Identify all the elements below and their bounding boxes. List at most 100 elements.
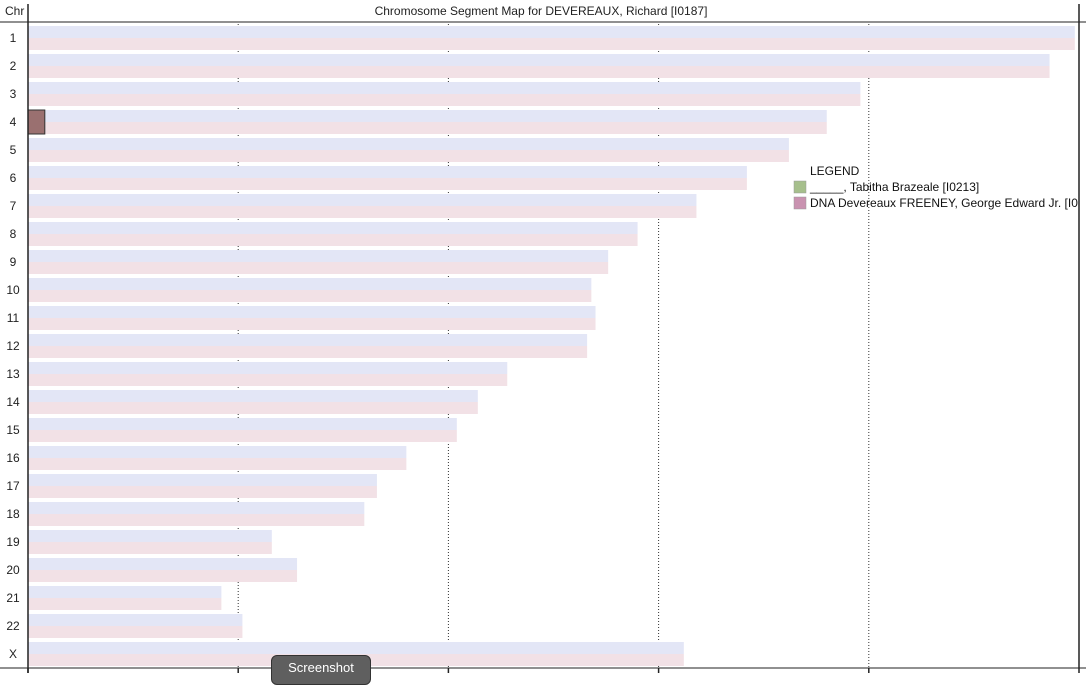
legend-title: LEGEND xyxy=(810,164,860,178)
maternal-bar-15 xyxy=(28,430,457,442)
paternal-bar-13 xyxy=(28,362,508,374)
chromosome-bar-15 xyxy=(28,418,457,442)
chromosome-bar-9 xyxy=(28,250,609,274)
chromosome-label-6: 6 xyxy=(10,171,17,185)
chromosome-bar-21 xyxy=(28,586,222,610)
chromosome-bar-17 xyxy=(28,474,377,498)
chromosome-label-X: X xyxy=(9,647,17,661)
paternal-bar-5 xyxy=(28,138,789,150)
maternal-bar-9 xyxy=(28,262,609,274)
paternal-bar-1 xyxy=(28,26,1075,38)
paternal-bar-6 xyxy=(28,166,747,178)
chromosome-bar-7 xyxy=(28,194,697,218)
paternal-bar-2 xyxy=(28,54,1050,66)
chromosome-label-11: 11 xyxy=(7,311,20,325)
maternal-bar-14 xyxy=(28,402,478,414)
maternal-bar-20 xyxy=(28,570,298,582)
chromosome-bar-11 xyxy=(28,306,596,330)
chromosome-bar-10 xyxy=(28,278,592,302)
maternal-bar-4 xyxy=(28,122,827,134)
maternal-bar-13 xyxy=(28,374,508,386)
chromosome-label-12: 12 xyxy=(6,339,20,353)
chromosome-bar-18 xyxy=(28,502,365,526)
segment-4-1[interactable] xyxy=(27,109,46,135)
paternal-bar-18 xyxy=(28,502,365,514)
maternal-bar-12 xyxy=(28,346,588,358)
maternal-bar-3 xyxy=(28,94,861,106)
axes xyxy=(0,4,1086,673)
chromosome-label-4: 4 xyxy=(10,115,17,129)
chromosome-label-5: 5 xyxy=(10,143,17,157)
maternal-bar-7 xyxy=(28,206,697,218)
chromosome-label-13: 13 xyxy=(6,367,20,381)
paternal-bar-20 xyxy=(28,558,298,570)
maternal-bar-19 xyxy=(28,542,272,554)
paternal-bar-7 xyxy=(28,194,697,206)
chromosome-bar-12 xyxy=(28,334,588,358)
legend-swatch-1 xyxy=(793,180,807,194)
chromosome-label-3: 3 xyxy=(10,87,17,101)
paternal-bar-22 xyxy=(28,614,243,626)
paternal-bar-9 xyxy=(28,250,609,262)
paternal-bar-4 xyxy=(28,110,827,122)
chromosome-bar-8 xyxy=(28,222,638,246)
paternal-bar-15 xyxy=(28,418,457,430)
paternal-bar-X xyxy=(28,642,684,654)
legend-label-2: DNA Devereaux FREENEY, George Edward Jr.… xyxy=(810,196,1078,210)
paternal-bar-16 xyxy=(28,446,407,458)
chromosome-label-20: 20 xyxy=(6,563,20,577)
chromosome-label-1: 1 xyxy=(10,31,17,45)
chromosome-label-9: 9 xyxy=(10,255,17,269)
chart-title: Chromosome Segment Map for DEVEREAUX, Ri… xyxy=(375,4,708,18)
paternal-bar-10 xyxy=(28,278,592,290)
paternal-bar-12 xyxy=(28,334,588,346)
paternal-bar-14 xyxy=(28,390,478,402)
chromosome-label-2: 2 xyxy=(10,59,17,73)
legend-swatch-2 xyxy=(793,196,807,210)
chromosome-label-7: 7 xyxy=(10,199,17,213)
chromosome-bar-19 xyxy=(28,530,272,554)
chromosome-bar-20 xyxy=(28,558,298,582)
chromosome-bars xyxy=(27,26,1075,666)
chromosome-label-21: 21 xyxy=(6,591,20,605)
screenshot-button[interactable]: Screenshot xyxy=(271,655,371,685)
maternal-bar-5 xyxy=(28,150,789,162)
chromosome-bar-2 xyxy=(28,54,1050,78)
maternal-bar-18 xyxy=(28,514,365,526)
chromosome-label-16: 16 xyxy=(6,451,20,465)
chromosome-label-22: 22 xyxy=(6,619,20,633)
paternal-bar-19 xyxy=(28,530,272,542)
chromosome-bar-13 xyxy=(28,362,508,386)
legend-label-1: _____, Tabitha Brazeale [I0213] xyxy=(809,180,979,194)
maternal-bar-10 xyxy=(28,290,592,302)
chromosome-label-15: 15 xyxy=(6,423,20,437)
chromosome-bar-14 xyxy=(28,390,478,414)
chromosome-bar-22 xyxy=(28,614,243,638)
chromosome-bar-3 xyxy=(28,82,861,106)
chromosome-bar-16 xyxy=(28,446,407,470)
maternal-bar-8 xyxy=(28,234,638,246)
maternal-bar-6 xyxy=(28,178,747,190)
chromosome-label-17: 17 xyxy=(6,479,20,493)
chromosome-bar-5 xyxy=(28,138,789,162)
maternal-bar-1 xyxy=(28,38,1075,50)
chr-column-header: Chr xyxy=(5,4,24,18)
chromosome-label-18: 18 xyxy=(6,507,20,521)
paternal-bar-11 xyxy=(28,306,596,318)
maternal-bar-21 xyxy=(28,598,222,610)
maternal-bar-16 xyxy=(28,458,407,470)
maternal-bar-2 xyxy=(28,66,1050,78)
paternal-bar-17 xyxy=(28,474,377,486)
chromosome-label-10: 10 xyxy=(6,283,20,297)
chromosome-label-19: 19 xyxy=(6,535,20,549)
chromosome-label-14: 14 xyxy=(6,395,20,409)
legend: LEGEND _____, Tabitha Brazeale [I0213] DN… xyxy=(793,164,1078,210)
maternal-bar-11 xyxy=(28,318,596,330)
paternal-bar-21 xyxy=(28,586,222,598)
chromosome-bar-4 xyxy=(28,110,827,134)
maternal-bar-17 xyxy=(28,486,377,498)
chromosome-bar-6 xyxy=(28,166,747,190)
chromosome-bar-1 xyxy=(28,26,1075,50)
